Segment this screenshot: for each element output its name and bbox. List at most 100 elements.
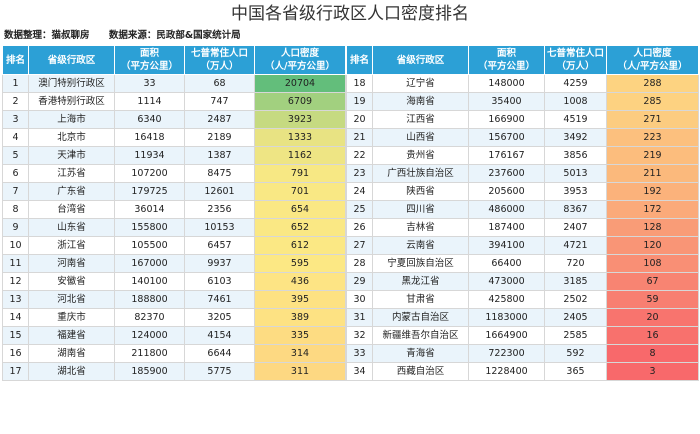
population-cell: 592 xyxy=(544,344,607,363)
region-header: 省级行政区 xyxy=(372,45,469,75)
region-cell: 河南省 xyxy=(28,254,115,273)
density-cell: 172 xyxy=(606,200,699,219)
area-cell: 473000 xyxy=(468,272,545,291)
table-row: 15 福建省 124000 4154 335 xyxy=(2,326,346,345)
population-cell: 4154 xyxy=(184,326,255,345)
region-header: 省级行政区 xyxy=(28,45,115,75)
population-cell: 5013 xyxy=(544,164,607,183)
rank-cell: 32 xyxy=(346,326,373,345)
density-header-line1: 人口密度 xyxy=(280,48,319,59)
density-cell: 1162 xyxy=(254,146,346,165)
population-cell: 720 xyxy=(544,254,607,273)
population-header: 七普常住人口 （万人） xyxy=(184,45,255,75)
density-cell: 288 xyxy=(606,74,699,93)
region-cell: 广西壮族自治区 xyxy=(372,164,469,183)
population-cell: 3185 xyxy=(544,272,607,291)
population-cell: 3953 xyxy=(544,182,607,201)
region-cell: 山西省 xyxy=(372,128,469,147)
table-row: 9 山东省 155800 10153 652 xyxy=(2,218,346,237)
area-cell: 425800 xyxy=(468,290,545,309)
area-cell: 1664900 xyxy=(468,326,545,345)
table-header-row: 排名 省级行政区 面积 （平方公里） 七普常住人口 （万人） 人口密度 （人/平方公里… xyxy=(346,45,699,75)
region-cell: 黑龙江省 xyxy=(372,272,469,291)
rank-cell: 23 xyxy=(346,164,373,183)
table-row: 20 江西省 166900 4519 271 xyxy=(346,110,699,129)
region-cell: 云南省 xyxy=(372,236,469,255)
density-cell: 20704 xyxy=(254,74,346,93)
area-cell: 1114 xyxy=(114,92,185,111)
data-source-text: 数据来源：民政部&国家统计局 xyxy=(108,30,241,41)
region-cell: 新疆维吾尔自治区 xyxy=(372,326,469,345)
population-cell: 6644 xyxy=(184,344,255,363)
area-cell: 155800 xyxy=(114,218,185,237)
region-cell: 天津市 xyxy=(28,146,115,165)
area-cell: 11934 xyxy=(114,146,185,165)
density-cell: 59 xyxy=(606,290,699,309)
area-cell: 66400 xyxy=(468,254,545,273)
rank-cell: 6 xyxy=(2,164,29,183)
area-cell: 36014 xyxy=(114,200,185,219)
population-header-line2: （万人） xyxy=(556,61,595,72)
density-cell: 211 xyxy=(606,164,699,183)
population-header: 七普常住人口 （万人） xyxy=(544,45,607,75)
density-cell: 335 xyxy=(254,326,346,345)
density-cell: 271 xyxy=(606,110,699,129)
area-header-line2: （平方公里） xyxy=(120,61,178,72)
density-cell: 791 xyxy=(254,164,346,183)
region-cell: 青海省 xyxy=(372,344,469,363)
region-cell: 甘肃省 xyxy=(372,290,469,309)
table-row: 24 陕西省 205600 3953 192 xyxy=(346,182,699,201)
population-cell: 4259 xyxy=(544,74,607,93)
area-header: 面积 （平方公里） xyxy=(468,45,545,75)
population-header-line2: （万人） xyxy=(200,61,239,72)
population-cell: 4721 xyxy=(544,236,607,255)
population-cell: 2502 xyxy=(544,290,607,309)
table-row: 10 浙江省 105500 6457 612 xyxy=(2,236,346,255)
area-cell: 148000 xyxy=(468,74,545,93)
table-row: 29 黑龙江省 473000 3185 67 xyxy=(346,272,699,291)
table-row: 26 吉林省 187400 2407 128 xyxy=(346,218,699,237)
rank-cell: 11 xyxy=(2,254,29,273)
rank-cell: 27 xyxy=(346,236,373,255)
table-row: 30 甘肃省 425800 2502 59 xyxy=(346,290,699,309)
region-cell: 浙江省 xyxy=(28,236,115,255)
table-row: 27 云南省 394100 4721 120 xyxy=(346,236,699,255)
table-row: 31 内蒙古自治区 1183000 2405 20 xyxy=(346,308,699,327)
rank-cell: 4 xyxy=(2,128,29,147)
density-header-line2: （人/平方公里） xyxy=(617,61,688,72)
density-cell: 436 xyxy=(254,272,346,291)
compiled-by-text: 数据整理：猫叔聊房 xyxy=(4,30,90,41)
rank-cell: 14 xyxy=(2,308,29,327)
ranking-table-right: 排名 省级行政区 面积 （平方公里） 七普常住人口 （万人） 人口密度 （人/平方公里… xyxy=(346,45,699,381)
rank-cell: 20 xyxy=(346,110,373,129)
rank-cell: 17 xyxy=(2,362,29,381)
page-title: 中国各省级行政区人口密度排名 xyxy=(231,4,469,24)
rank-cell: 26 xyxy=(346,218,373,237)
table-row: 22 贵州省 176167 3856 219 xyxy=(346,146,699,165)
table-row: 7 广东省 179725 12601 701 xyxy=(2,182,346,201)
population-cell: 4519 xyxy=(544,110,607,129)
density-cell: 654 xyxy=(254,200,346,219)
rank-cell: 15 xyxy=(2,326,29,345)
area-cell: 167000 xyxy=(114,254,185,273)
population-cell: 3205 xyxy=(184,308,255,327)
table-row: 4 北京市 16418 2189 1333 xyxy=(2,128,346,147)
area-cell: 1228400 xyxy=(468,362,545,381)
table-row: 13 河北省 188800 7461 395 xyxy=(2,290,346,309)
rank-cell: 22 xyxy=(346,146,373,165)
rank-cell: 8 xyxy=(2,200,29,219)
area-header-line1: 面积 xyxy=(139,48,159,59)
rank-cell: 7 xyxy=(2,182,29,201)
region-cell: 福建省 xyxy=(28,326,115,345)
rank-cell: 33 xyxy=(346,344,373,363)
area-cell: 33 xyxy=(114,74,185,93)
area-cell: 176167 xyxy=(468,146,545,165)
rank-cell: 13 xyxy=(2,290,29,309)
population-cell: 365 xyxy=(544,362,607,381)
area-cell: 124000 xyxy=(114,326,185,345)
rank-cell: 19 xyxy=(346,92,373,111)
density-cell: 6709 xyxy=(254,92,346,111)
rank-cell: 29 xyxy=(346,272,373,291)
rank-cell: 30 xyxy=(346,290,373,309)
